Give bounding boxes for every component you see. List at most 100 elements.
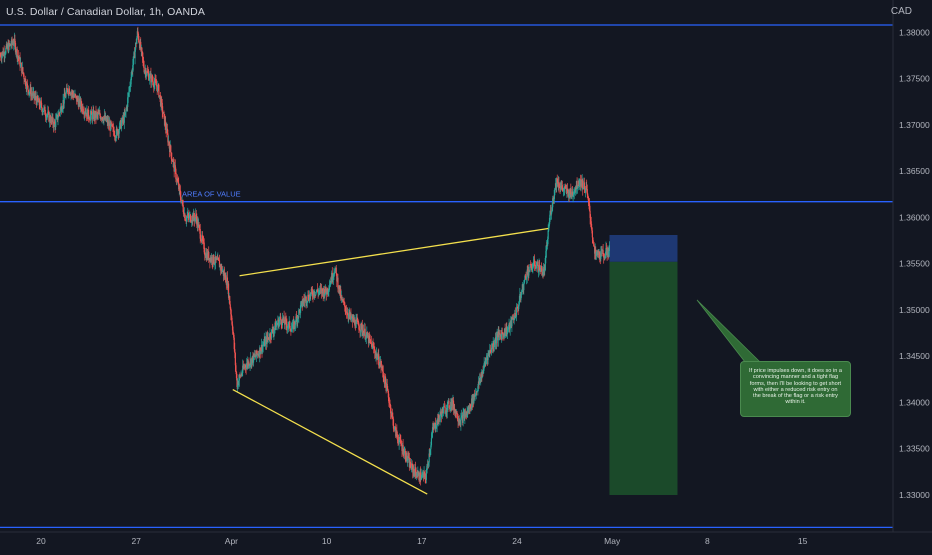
candle-body[interactable] xyxy=(437,414,439,424)
candle-body[interactable] xyxy=(132,56,134,66)
candle-body[interactable] xyxy=(460,415,463,418)
candle-body[interactable] xyxy=(200,240,202,242)
candle-body[interactable] xyxy=(507,328,510,330)
candle-body[interactable] xyxy=(74,94,77,96)
candle-body[interactable] xyxy=(560,186,562,189)
candle-body[interactable] xyxy=(295,316,297,325)
candle-body[interactable] xyxy=(564,186,566,188)
candle-body[interactable] xyxy=(248,361,250,367)
candle-body[interactable] xyxy=(396,430,398,436)
candle-body[interactable] xyxy=(186,217,188,221)
candle-body[interactable] xyxy=(430,445,432,450)
candle-body[interactable] xyxy=(420,472,422,480)
candle-body[interactable] xyxy=(370,342,372,344)
candle-body[interactable] xyxy=(78,100,80,107)
candle-body[interactable] xyxy=(266,335,268,344)
candle-body[interactable] xyxy=(328,289,330,291)
candle-body[interactable] xyxy=(134,49,136,59)
candle-body[interactable] xyxy=(602,250,604,254)
candle-body[interactable] xyxy=(280,319,282,325)
candle-body[interactable] xyxy=(494,343,496,346)
candle-body[interactable] xyxy=(571,191,574,196)
candle-body[interactable] xyxy=(128,87,130,92)
candle-body[interactable] xyxy=(399,436,401,440)
candle-body[interactable] xyxy=(214,263,216,265)
candle-body[interactable] xyxy=(115,138,117,139)
candle-body[interactable] xyxy=(298,309,300,318)
candle-body[interactable] xyxy=(333,272,336,275)
candle-body[interactable] xyxy=(332,274,334,279)
candle-body[interactable] xyxy=(286,326,289,328)
candle-body[interactable] xyxy=(593,244,595,247)
candle-body[interactable] xyxy=(65,87,68,93)
candle-body[interactable] xyxy=(22,72,25,75)
candle-body[interactable] xyxy=(536,265,538,267)
candle-body[interactable] xyxy=(46,115,48,119)
candle-body[interactable] xyxy=(176,179,179,182)
candle-body[interactable] xyxy=(190,214,192,222)
candle-body[interactable] xyxy=(587,196,589,201)
candle-body[interactable] xyxy=(34,97,36,99)
candle-body[interactable] xyxy=(413,469,415,472)
candle-body[interactable] xyxy=(263,344,265,346)
candle-body[interactable] xyxy=(99,115,102,120)
candle-body[interactable] xyxy=(515,316,517,318)
candle-body[interactable] xyxy=(96,113,98,114)
candle-body[interactable] xyxy=(457,419,459,422)
candle-body[interactable] xyxy=(294,321,296,325)
candle-body[interactable] xyxy=(233,337,235,350)
candle-body[interactable] xyxy=(354,319,356,327)
candle-body[interactable] xyxy=(20,63,22,67)
candle-body[interactable] xyxy=(505,332,507,336)
candle-body[interactable] xyxy=(15,52,17,54)
candle-body[interactable] xyxy=(434,422,436,429)
candle-body[interactable] xyxy=(67,92,69,93)
candle-body[interactable] xyxy=(428,462,430,465)
candle-body[interactable] xyxy=(75,95,77,97)
candle-body[interactable] xyxy=(480,377,482,381)
candle-body[interactable] xyxy=(524,275,526,280)
candle-body[interactable] xyxy=(129,84,132,87)
candle-body[interactable] xyxy=(112,126,115,132)
candle-body[interactable] xyxy=(261,346,264,352)
candle-body[interactable] xyxy=(27,90,30,94)
candle-body[interactable] xyxy=(319,288,321,292)
candle-body[interactable] xyxy=(291,327,293,329)
candle-body[interactable] xyxy=(119,122,121,130)
candle-body[interactable] xyxy=(89,115,91,120)
candle-body[interactable] xyxy=(269,333,272,338)
candle-body[interactable] xyxy=(152,81,154,86)
candle-body[interactable] xyxy=(408,457,410,458)
candle-body[interactable] xyxy=(327,290,329,292)
candle-body[interactable] xyxy=(55,119,57,128)
candle-body[interactable] xyxy=(151,75,153,81)
candle-body[interactable] xyxy=(49,115,51,122)
candle-body[interactable] xyxy=(382,371,384,378)
candle-body[interactable] xyxy=(64,93,66,97)
candle-body[interactable] xyxy=(468,407,470,414)
candle-body[interactable] xyxy=(244,365,247,368)
candle-body[interactable] xyxy=(537,261,539,272)
candle-body[interactable] xyxy=(383,377,385,380)
candle-body[interactable] xyxy=(427,464,429,466)
candle-body[interactable] xyxy=(582,188,584,190)
candle-body[interactable] xyxy=(528,270,530,276)
candle-body[interactable] xyxy=(588,203,591,211)
candle-body[interactable] xyxy=(386,383,388,389)
candle-body[interactable] xyxy=(563,189,565,191)
candle-body[interactable] xyxy=(241,374,243,376)
candle-body[interactable] xyxy=(424,473,426,478)
candle-body[interactable] xyxy=(379,362,381,367)
candle-body[interactable] xyxy=(292,324,294,328)
candle-body[interactable] xyxy=(25,78,27,87)
candle-body[interactable] xyxy=(226,277,229,289)
candle-body[interactable] xyxy=(313,291,315,296)
candle-body[interactable] xyxy=(129,86,131,88)
candle-body[interactable] xyxy=(275,325,277,330)
candle-body[interactable] xyxy=(577,184,579,189)
candle-body[interactable] xyxy=(302,303,304,307)
candle-body[interactable] xyxy=(297,316,299,322)
candle-body[interactable] xyxy=(63,93,65,104)
candle-body[interactable] xyxy=(103,117,105,122)
